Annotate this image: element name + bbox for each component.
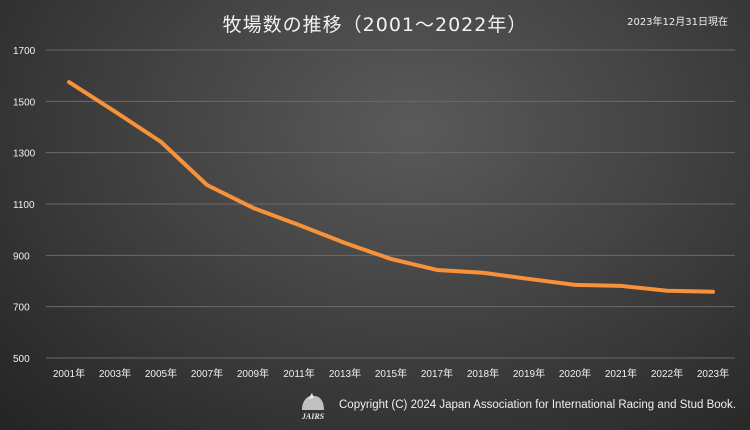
y-tick-label: 900 [13, 251, 30, 262]
x-tick-label: 2011年 [283, 367, 315, 380]
jairs-logo: JAIRS [301, 393, 325, 421]
x-tick-label: 2023年 [697, 367, 729, 380]
y-tick-label: 1700 [13, 46, 36, 57]
as-of-date: 2023年12月31日現在 [627, 17, 728, 28]
x-tick-label: 2019年 [513, 367, 545, 380]
x-tick-label: 2018年 [467, 367, 499, 380]
x-tick-label: 2013年 [329, 367, 361, 380]
x-tick-label: 2015年 [375, 367, 407, 380]
x-tick-label: 2020年 [559, 367, 591, 380]
y-tick-label: 500 [13, 354, 30, 365]
copyright-text: Copyright (C) 2024 Japan Association for… [339, 399, 736, 411]
x-tick-label: 2005年 [145, 367, 177, 380]
y-tick-label: 700 [13, 303, 30, 314]
x-tick-label: 2001年 [53, 367, 85, 380]
y-tick-label: 1500 [13, 97, 36, 108]
x-tick-label: 2009年 [237, 367, 269, 380]
y-tick-label: 1300 [13, 149, 36, 160]
svg-text:JAIRS: JAIRS [301, 412, 325, 421]
x-tick-label: 2003年 [99, 367, 131, 380]
x-tick-label: 2007年 [191, 367, 223, 380]
x-tick-label: 2017年 [421, 367, 453, 380]
series-line [67, 80, 715, 294]
chart-title: 牧場数の推移（2001～2022年） [222, 14, 528, 36]
y-tick-label: 1100 [13, 200, 35, 211]
x-tick-label: 2021年 [605, 367, 637, 380]
x-tick-label: 2022年 [651, 367, 683, 380]
